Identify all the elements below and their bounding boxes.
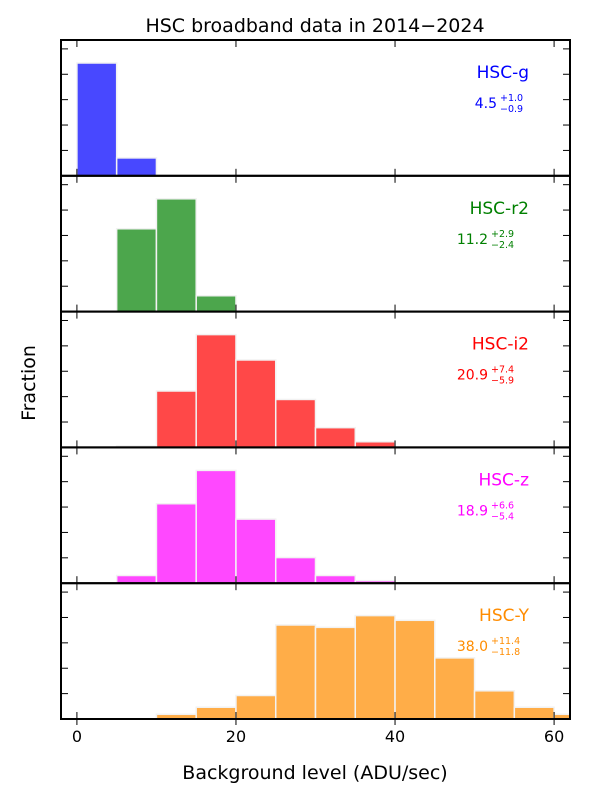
histogram-bar xyxy=(76,62,118,176)
histogram-bar xyxy=(115,574,158,584)
histogram-bar xyxy=(354,614,396,720)
histogram-bar xyxy=(195,333,237,448)
histogram-bar xyxy=(155,390,197,448)
filter-label: HSC-Y xyxy=(479,606,530,626)
panels-group: HSC-g 4.5 +1.0−0.9 HSC-r2 11.2 +2.9−2.4 HSC-i2… xyxy=(60,39,571,721)
median-value: 4.5 xyxy=(475,96,497,112)
histogram-bar xyxy=(195,706,237,720)
x-axis-label: Background level (ADU/sec) xyxy=(182,762,447,784)
median-value: 38.0 xyxy=(457,639,488,655)
histogram-bar xyxy=(235,694,277,720)
panel-hsc-z: HSC-z 18.9 +6.6−5.4 xyxy=(60,446,571,585)
x-tick-label: 20 xyxy=(226,727,246,746)
lower-error: −5.4 xyxy=(491,511,514,522)
upper-error: +6.6 xyxy=(491,500,514,511)
histogram-bar xyxy=(314,574,357,584)
x-tick-label: 0 xyxy=(72,727,82,746)
panel-bars xyxy=(115,469,396,584)
histogram-bar xyxy=(513,706,555,720)
histogram-bar xyxy=(195,294,237,312)
histogram-bar xyxy=(473,690,516,720)
histogram-bar xyxy=(155,502,197,584)
histogram-bar xyxy=(115,228,158,312)
lower-error: −11.8 xyxy=(491,647,520,658)
filter-label: HSC-z xyxy=(478,470,529,490)
panel-frame xyxy=(60,582,571,721)
panel-hsc-g: HSC-g 4.5 +1.0−0.9 xyxy=(60,39,571,177)
panel-hsc-i2: HSC-i2 20.9 +7.4−5.9 xyxy=(60,310,571,449)
median-value: 20.9 xyxy=(457,368,488,384)
panel-bars xyxy=(115,333,396,448)
histogram-bar xyxy=(314,626,357,720)
panel-bars xyxy=(76,62,158,176)
histogram-bar xyxy=(394,619,436,720)
histogram-bar xyxy=(195,469,237,584)
histogram-bar xyxy=(235,359,277,448)
histogram-bar xyxy=(155,198,197,312)
chart-title: HSC broadband data in 2014−2024 xyxy=(145,15,484,37)
median-value: 11.2 xyxy=(457,232,488,248)
x-tick-label: 40 xyxy=(385,727,405,746)
filter-label: HSC-r2 xyxy=(470,199,529,219)
histogram-bar xyxy=(274,398,317,448)
x-axis: 0 20 40 60 xyxy=(72,719,564,746)
panel-bars xyxy=(115,198,237,312)
histogram-bar xyxy=(314,426,357,448)
upper-error: +2.9 xyxy=(491,229,514,240)
histogram-bar xyxy=(274,624,317,720)
filter-label: HSC-g xyxy=(477,63,529,83)
y-axis-label: Fraction xyxy=(18,345,40,421)
x-tick-label: 60 xyxy=(544,727,564,746)
histogram-bar xyxy=(115,157,158,176)
histogram-bar xyxy=(274,556,317,584)
upper-error: +1.0 xyxy=(500,93,523,104)
panel-hsc-y: HSC-Y 38.0 +11.4−11.8 xyxy=(60,582,571,721)
panel-bars xyxy=(155,614,570,720)
lower-error: −2.4 xyxy=(491,240,514,251)
upper-error: +7.4 xyxy=(491,365,514,376)
lower-error: −5.9 xyxy=(491,376,514,387)
filter-label: HSC-i2 xyxy=(472,335,529,355)
histogram-bar xyxy=(235,518,277,584)
upper-error: +11.4 xyxy=(491,636,520,647)
panel-hsc-r2: HSC-r2 11.2 +2.9−2.4 xyxy=(60,174,571,313)
median-value: 18.9 xyxy=(457,503,488,519)
lower-error: −0.9 xyxy=(500,104,523,115)
histogram-bar xyxy=(434,657,476,720)
